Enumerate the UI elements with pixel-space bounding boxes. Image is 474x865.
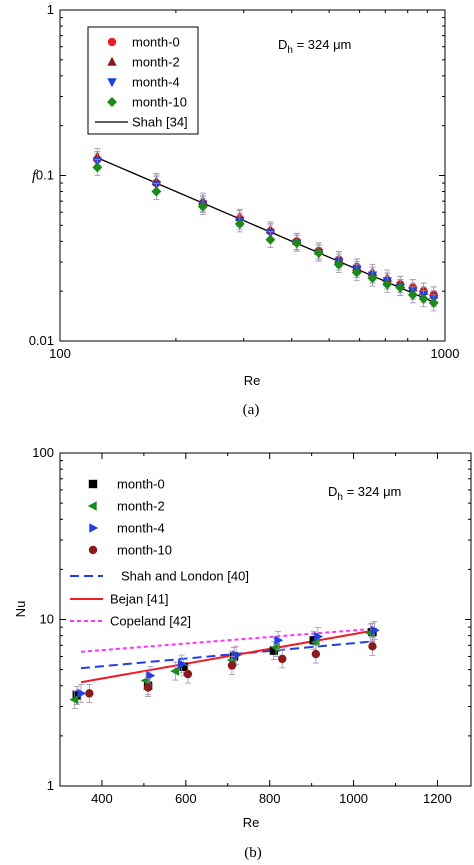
data-point-month-10 — [395, 282, 406, 293]
data-point-month-10 — [311, 649, 321, 659]
legend-label: Shah [34] — [132, 115, 188, 130]
plot-marks-b — [69, 621, 380, 710]
data-point-month-10 — [333, 259, 344, 270]
legend-label: month-2 — [117, 499, 165, 514]
data-point-month-4 — [146, 670, 156, 681]
data-point-month-10 — [313, 248, 324, 259]
data-point-month-4 — [314, 631, 324, 642]
data-point-month-0 — [309, 636, 318, 645]
x-axis-label-a: Re — [244, 373, 261, 388]
data-point-month-10 — [227, 661, 237, 670]
x-tick-label-b: 400 — [91, 791, 113, 806]
x-tick-label-b: 1000 — [339, 791, 368, 806]
annotation-b: Dh = 324 μm — [328, 484, 401, 503]
data-point-month-0 — [179, 662, 188, 671]
legend-label: month-0 — [132, 35, 180, 50]
legend-label: month-0 — [117, 477, 165, 492]
data-point-month-10 — [183, 669, 193, 679]
data-point-month-10 — [143, 683, 153, 692]
data-point-month-10 — [265, 234, 276, 245]
legend-label: month-10 — [117, 543, 172, 558]
legend-label: Shah and London [40] — [121, 569, 249, 584]
x-tick-label-a: 100 — [49, 346, 71, 361]
data-point-month-10 — [197, 201, 208, 212]
data-point-month-10 — [85, 689, 94, 698]
legend-label: Copeland [42] — [110, 614, 191, 629]
legend-marker — [107, 97, 117, 107]
legend-box-a — [87, 26, 199, 135]
data-point-month-4 — [232, 650, 242, 660]
data-point-month-10 — [351, 267, 362, 278]
y-tick-label-b: 100 — [32, 445, 54, 460]
legend-marker — [88, 479, 98, 489]
data-point-month-10 — [407, 289, 418, 300]
legend-label: month-2 — [132, 55, 180, 70]
caption-a: (a) — [243, 402, 260, 418]
caption-b: (b) — [244, 845, 262, 861]
data-point-month-10 — [151, 186, 162, 197]
legend-b: month-0 month-2 month-4 month-10 Shah and Lo… — [70, 477, 249, 629]
legend-marker — [87, 501, 97, 511]
y-axis-label-a: f — [32, 168, 38, 184]
y-tick-label-a: 1 — [47, 2, 54, 17]
legend-marker — [107, 56, 117, 66]
data-point-month-4 — [274, 635, 284, 646]
data-point-month-2 — [270, 642, 280, 653]
legend-marker — [88, 545, 98, 555]
correlation-line — [80, 627, 375, 653]
data-point-month-0 — [72, 691, 81, 700]
axis-ticks-b: 400 600 800 1000 1200 1 10 100 — [32, 445, 471, 806]
data-point-month-4 — [77, 688, 87, 699]
y-axis-label-b: Nu — [13, 601, 28, 618]
annotation-a: Dh = 324 μm — [278, 37, 351, 56]
correlation-line — [80, 640, 375, 670]
legend-marker — [89, 523, 99, 533]
x-tick-label-b: 600 — [175, 791, 197, 806]
data-point-month-2 — [310, 637, 320, 647]
data-point-month-10 — [428, 297, 439, 308]
x-tick-label-b: 1200 — [423, 791, 452, 806]
y-tick-label-a: 0.1 — [36, 168, 54, 183]
legend-marker — [107, 37, 117, 47]
y-tick-label-b: 1 — [47, 778, 54, 793]
data-point-month-10 — [382, 279, 393, 290]
legend-label: Bejan [41] — [110, 592, 169, 607]
axis-ticks-a: 100 1000 0.01 0.1 1 — [29, 2, 460, 361]
data-point-month-4 — [370, 625, 380, 636]
x-axis-label-b: Re — [243, 815, 260, 830]
y-tick-label-b: 10 — [40, 612, 54, 627]
data-point-month-10 — [418, 293, 429, 304]
data-point-month-10 — [367, 273, 378, 284]
plot-marks-a — [92, 148, 439, 312]
legend-label: month-4 — [132, 75, 180, 90]
x-tick-label-a: 1000 — [431, 346, 460, 361]
legend-label: month-4 — [117, 521, 165, 536]
data-point-month-10 — [291, 238, 302, 249]
legend-label: month-10 — [132, 95, 187, 110]
data-point-month-10 — [234, 218, 245, 229]
data-point-month-0 — [269, 646, 279, 655]
y-tick-label-a: 0.01 — [29, 333, 54, 348]
legend-marker — [107, 78, 117, 88]
data-point-month-2 — [170, 666, 180, 676]
data-point-month-4 — [177, 659, 187, 669]
legend-a: month-0 month-2 month-4 month-10 Shah [34] — [87, 26, 199, 135]
data-point-month-10 — [92, 162, 103, 173]
x-tick-label-b: 800 — [259, 791, 281, 806]
data-point-month-10 — [278, 654, 287, 664]
data-point-month-2 — [69, 694, 79, 705]
correlation-line — [80, 629, 375, 684]
data-point-month-10 — [368, 642, 377, 651]
